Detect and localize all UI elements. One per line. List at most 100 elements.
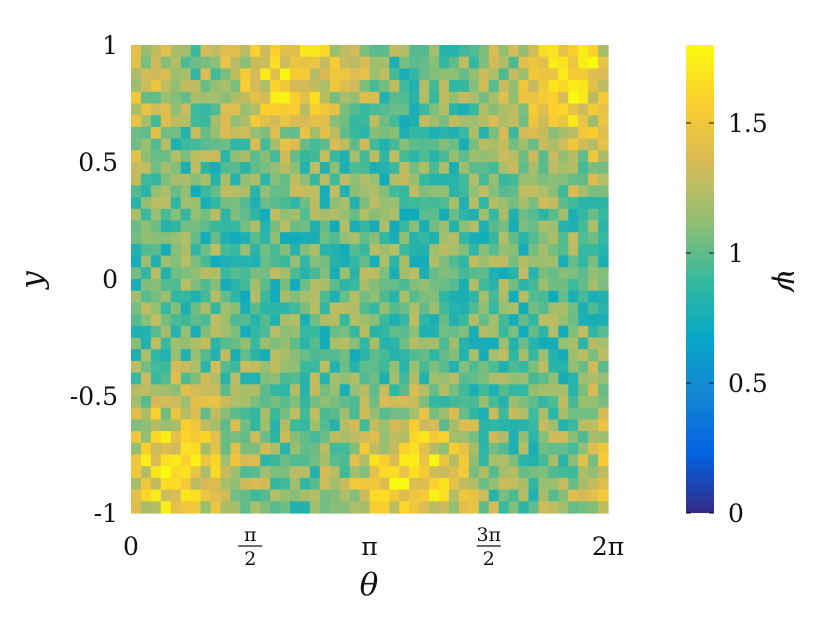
heatmap-cell [180,56,192,69]
heatmap-cell [290,489,301,502]
heatmap-cell [180,126,192,140]
heatmap-cell [309,442,321,456]
heatmap-cell [260,80,271,93]
heatmap-cell [458,45,470,58]
heatmap-cell [299,407,311,420]
heatmap-cell [131,68,142,81]
heatmap-cell [280,489,291,502]
heatmap-cell [240,220,251,233]
heatmap-cell [488,477,500,491]
heatmap-cell [449,314,460,327]
heatmap-cell [200,349,212,362]
heatmap-cell [558,103,569,116]
heatmap-cell [379,126,390,140]
heatmap-cell [260,162,271,175]
heatmap-cell [280,290,291,303]
heatmap-cell [290,279,301,292]
heatmap-cell [379,442,390,456]
heatmap-cell [558,45,569,58]
heatmap-cell [468,325,480,339]
heatmap-cell [548,138,559,151]
heatmap-cell [399,337,410,350]
heatmap-cell [369,360,381,374]
heatmap-cell [131,243,142,257]
heatmap-cell [359,220,371,233]
heatmap-cell [429,337,440,350]
heatmap-cell [508,501,520,514]
heatmap-cell [568,431,579,444]
heatmap-cell [339,419,351,432]
heatmap-cell [349,80,361,93]
heatmap-cell [260,454,271,467]
heatmap-cell [429,208,440,222]
heatmap-cell [260,126,271,140]
heatmap-cell [558,501,569,514]
heatmap-cell [150,162,162,175]
heatmap-cell [449,349,460,362]
heatmap-cell [349,197,361,210]
heatmap-cell [508,91,520,105]
heatmap-cell [329,466,341,479]
heatmap-cell [359,279,371,292]
heatmap-cell [210,208,222,222]
heatmap-cell [369,56,381,69]
heatmap-cell [190,208,202,222]
heatmap-cell [180,396,192,409]
heatmap-cell [389,197,400,210]
heatmap-cell [449,232,460,245]
heatmap-cell [458,396,470,409]
heatmap-cell [150,80,162,93]
heatmap-cell [458,501,470,514]
heatmap-cell [578,454,589,467]
heatmap-cell [170,80,182,93]
heatmap-cell [449,384,460,397]
heatmap-cell [468,56,480,69]
heatmap-cell [329,197,341,210]
heatmap-cell [359,45,371,58]
heatmap-cell [478,115,490,128]
heatmap-cell [419,173,430,186]
heatmap-cell [309,197,321,210]
heatmap-cell [478,80,490,93]
heatmap-cell [280,384,291,397]
heatmap-cell [290,243,301,257]
heatmap-cell [170,290,182,303]
heatmap-cell [270,349,281,362]
heatmap-cell [349,314,361,327]
heatmap-cell [190,431,202,444]
heatmap-cell [508,267,520,280]
heatmap-cell [230,56,241,69]
heatmap-cell [419,501,430,514]
heatmap-cell [160,337,172,350]
heatmap-cell [588,126,599,140]
heatmap-cell [280,138,291,151]
heatmap-cell [220,279,231,292]
heatmap-cell [260,220,271,233]
heatmap-cell [140,396,152,409]
heatmap-cell [170,501,182,514]
heatmap-cell [488,360,500,374]
heatmap-cell [200,454,212,467]
heatmap-cell [429,173,440,186]
heatmap-cell [359,185,371,198]
heatmap-cell [230,337,241,350]
heatmap-cell [170,243,182,257]
heatmap-cell [270,91,281,105]
heatmap-cell [409,162,420,175]
heatmap-cell [290,173,301,186]
heatmap-cell [518,407,530,420]
heatmap-cell [210,501,222,514]
heatmap-cell [131,45,142,58]
heatmap-cell [458,290,470,303]
heatmap-cell [240,267,251,280]
heatmap-cell [508,407,520,420]
heatmap-cell [508,349,520,362]
heatmap-cell [349,185,361,198]
heatmap-cell [150,360,162,374]
heatmap-cell [240,91,251,105]
heatmap-cell [419,290,430,303]
heatmap-cell [399,80,410,93]
heatmap-cell [270,56,281,69]
heatmap-cell [299,372,311,385]
heatmap-cell [309,91,321,105]
